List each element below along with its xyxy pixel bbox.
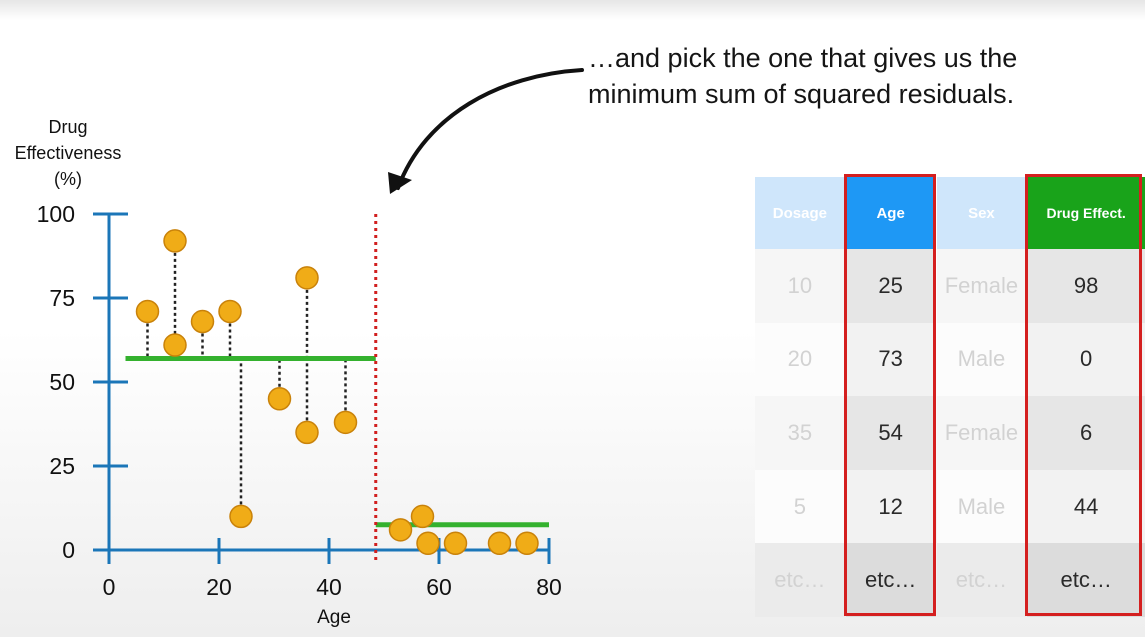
- data-point: [515, 531, 539, 556]
- data-table: Dosage Age Sex Drug Effect. 10 25 Female…: [755, 177, 1145, 617]
- table-cell-dosage: 10: [755, 249, 845, 323]
- column-header-sex: Sex: [936, 177, 1027, 249]
- y-tick-label: 50: [49, 369, 75, 395]
- y-axis-label-line-3: (%): [54, 169, 82, 189]
- data-point: [295, 266, 319, 290]
- table-header-row: Dosage Age Sex Drug Effect.: [755, 177, 1145, 249]
- top-strip: [0, 0, 1145, 20]
- table-cell-drug-effect: etc…: [1027, 543, 1145, 617]
- table-cell-dosage: 35: [755, 396, 845, 470]
- data-point: [190, 309, 215, 334]
- data-point: [443, 531, 468, 556]
- tick-labels: 0 25 50 75 100 0 20 40 60 80: [37, 201, 562, 600]
- table-cell-drug-effect: 0: [1027, 322, 1145, 397]
- table-row: 35 54 Female 6: [755, 396, 1145, 470]
- table-cell-drug-effect: 98: [1027, 249, 1145, 323]
- table-cell-age: 73: [845, 322, 936, 397]
- data-point: [295, 420, 319, 445]
- table-row: 10 25 Female 98: [755, 249, 1145, 323]
- table-cell-age: 12: [845, 469, 936, 544]
- y-tick-label: 0: [62, 537, 75, 563]
- table-cell-dosage: etc…: [755, 543, 845, 617]
- table-row: 5 12 Male 44: [755, 469, 1145, 544]
- table-cell-sex: Female: [936, 249, 1027, 323]
- data-point: [135, 299, 160, 324]
- column-header-age: Age: [845, 177, 936, 249]
- data-point: [267, 387, 292, 411]
- table-row: 20 73 Male 0: [755, 322, 1145, 397]
- table-cell-sex: Male: [936, 322, 1027, 397]
- data-point: [388, 518, 413, 542]
- column-header-drug-effect: Drug Effect.: [1027, 177, 1145, 249]
- table-cell-age: etc…: [845, 543, 936, 617]
- table-cell-sex: etc…: [936, 543, 1027, 617]
- caption-line-2: minimum sum of squared residuals.: [588, 79, 1015, 109]
- y-axis-label-line-2: Effectiveness: [15, 143, 122, 163]
- data-point: [487, 531, 512, 556]
- data-point: [163, 333, 187, 357]
- data-points: [135, 229, 539, 556]
- data-point: [218, 299, 242, 324]
- data-point: [410, 504, 435, 529]
- x-tick-label: 40: [316, 574, 342, 600]
- data-point: [229, 504, 253, 529]
- table-cell-age: 54: [845, 396, 936, 470]
- y-axis-label-line-1: Drug: [48, 117, 87, 137]
- x-tick-label: 0: [103, 574, 116, 600]
- table-cell-sex: Male: [936, 469, 1027, 544]
- x-tick-label: 20: [206, 574, 232, 600]
- table-cell-dosage: 5: [755, 469, 845, 544]
- table-cell-drug-effect: 6: [1027, 396, 1145, 470]
- y-tick-label: 100: [37, 201, 75, 227]
- data-point: [333, 410, 358, 435]
- y-tick-label: 25: [49, 453, 75, 479]
- caption-arrow-head: [388, 172, 412, 194]
- table-row: etc… etc… etc… etc…: [755, 543, 1145, 617]
- table-cell-dosage: 20: [755, 322, 845, 397]
- x-tick-label: 80: [536, 574, 562, 600]
- caption: …and pick the one that gives us the mini…: [588, 40, 1128, 112]
- y-tick-label: 75: [49, 285, 75, 311]
- table-cell-age: 25: [845, 249, 936, 323]
- table-cell-sex: Female: [936, 396, 1027, 470]
- column-header-dosage: Dosage: [755, 177, 845, 249]
- table-cell-drug-effect: 44: [1027, 469, 1145, 544]
- caption-line-1: …and pick the one that gives us the: [588, 43, 1018, 73]
- fit-lines: [125, 355, 549, 528]
- data-point: [163, 229, 187, 253]
- axes: [93, 212, 551, 564]
- data-point: [416, 531, 440, 556]
- caption-arrow: [396, 68, 584, 190]
- x-axis-label: Age: [317, 607, 351, 628]
- x-tick-label: 60: [426, 574, 452, 600]
